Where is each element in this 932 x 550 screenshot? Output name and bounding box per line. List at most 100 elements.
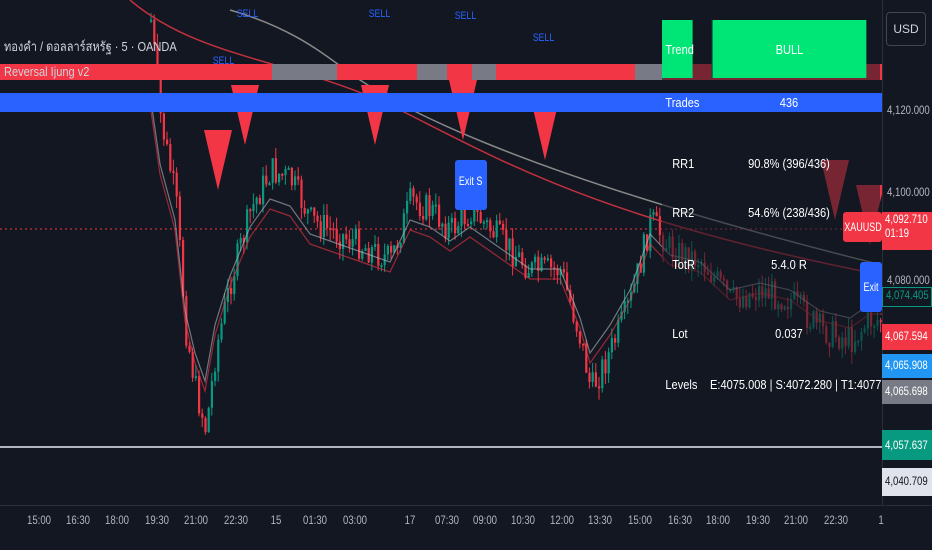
candle-body: [220, 323, 223, 340]
candle-body: [550, 258, 553, 268]
candle-body: [610, 338, 613, 353]
symbol-legend[interactable]: ทองคำ / ดอลลาร์สหรัฐ · 5 · OANDA: [4, 39, 177, 54]
candle-body: [268, 183, 271, 186]
exit-short-tag: Exit S: [455, 160, 487, 210]
time-tick: 18:00: [104, 513, 130, 527]
candle-body: [300, 179, 303, 208]
candle-body: [284, 169, 287, 176]
sell-signal: SELL: [212, 55, 235, 67]
candle-body: [649, 215, 652, 251]
price-label: 4,040.709: [882, 468, 932, 496]
price-axis[interactable]: 4,120.000 4,100.000 4,080.000: [882, 0, 932, 505]
candle-body: [335, 228, 338, 242]
candle-body: [575, 321, 578, 332]
candle-body: [338, 241, 341, 250]
price-label: 4,067.594: [882, 324, 932, 350]
candle-body: [450, 217, 453, 223]
candle-body: [425, 195, 428, 220]
time-tick: 10:30: [510, 513, 536, 527]
candle-body: [287, 167, 290, 170]
candle-body: [482, 221, 485, 224]
candle-body: [342, 234, 345, 250]
candle-body: [255, 197, 258, 204]
time-tick: 22:30: [223, 513, 249, 527]
price-tick: 4,080.000: [887, 273, 930, 287]
candle-body: [358, 228, 361, 259]
indicator-legend[interactable]: Reversal Ijung v2: [4, 64, 90, 79]
candle-body: [418, 202, 421, 217]
candle-body: [233, 276, 236, 295]
candle-body: [431, 204, 434, 216]
candle-body: [265, 175, 268, 185]
candle-body: [242, 237, 245, 243]
candle-body: [169, 144, 172, 171]
candle-body: [345, 234, 348, 240]
candle-body: [194, 376, 197, 379]
candle-body: [428, 195, 431, 216]
candle-body: [543, 257, 546, 260]
time-tick: 1: [878, 513, 884, 527]
candle-body: [441, 223, 444, 227]
indicator-gray-segment: [472, 64, 496, 80]
currency-button[interactable]: USD: [886, 12, 926, 46]
candle-body: [534, 256, 537, 263]
symbol-tag-label: XAUUSD: [843, 220, 882, 234]
indicator-gray-segment: [417, 64, 447, 80]
candle-body: [540, 257, 543, 271]
candle-body: [601, 359, 604, 388]
candle-body: [281, 173, 284, 176]
candle-body: [604, 359, 607, 374]
candle-body: [306, 209, 309, 214]
time-axis[interactable]: 15:00 16:30 18:00 19:30 21:00 22:30 15 01:30 03:…: [0, 505, 932, 550]
time-tick: 21:00: [183, 513, 209, 527]
candle-body: [505, 229, 508, 251]
time-tick: 15:00: [26, 513, 52, 527]
sell-arrow-icon: [204, 130, 232, 190]
candle-body: [546, 258, 549, 261]
candle-body: [537, 256, 540, 271]
candle-body: [162, 113, 165, 140]
candle-body: [297, 176, 300, 180]
candle-body: [489, 220, 492, 232]
price-label: 4,065.908: [882, 354, 932, 378]
candle-body: [377, 243, 380, 266]
time-tick: 13:30: [587, 513, 613, 527]
candle-body: [159, 71, 162, 114]
candle-body: [399, 243, 402, 249]
candle-body: [313, 207, 316, 216]
candle-body: [607, 352, 610, 374]
candle-body: [175, 172, 178, 197]
time-tick: 21:00: [783, 513, 809, 527]
price-tick: 4,100.000: [887, 185, 930, 199]
candle-body: [658, 216, 661, 236]
time-tick: 16:30: [65, 513, 91, 527]
candle-body: [514, 256, 517, 267]
time-tick: 19:30: [745, 513, 771, 527]
time-tick: 16:30: [667, 513, 693, 527]
candle-body: [361, 250, 364, 259]
candle-body: [527, 273, 530, 278]
candle-body: [380, 265, 383, 268]
candle-body: [150, 19, 153, 22]
candle-body: [582, 343, 585, 346]
candle-body: [290, 167, 293, 186]
candle-body: [479, 211, 482, 224]
candle-body: [530, 262, 533, 274]
candle-body: [354, 228, 357, 240]
candle-body: [271, 158, 274, 184]
candle-body: [562, 268, 565, 273]
candle-body: [434, 204, 437, 207]
candle-body: [492, 231, 495, 238]
candle-body: [156, 44, 159, 72]
time-tick: 07:30: [434, 513, 460, 527]
candle-body: [598, 386, 601, 389]
time-tick: 18:00: [705, 513, 731, 527]
candle-body: [326, 215, 329, 228]
candle-body: [374, 243, 377, 248]
candle-body: [521, 252, 524, 266]
symbol-tag: XAUUSD: [843, 212, 882, 242]
candle-body: [223, 301, 226, 324]
candle-body: [642, 234, 645, 273]
time-tick: 01:30: [302, 513, 328, 527]
candle-body: [578, 331, 581, 344]
